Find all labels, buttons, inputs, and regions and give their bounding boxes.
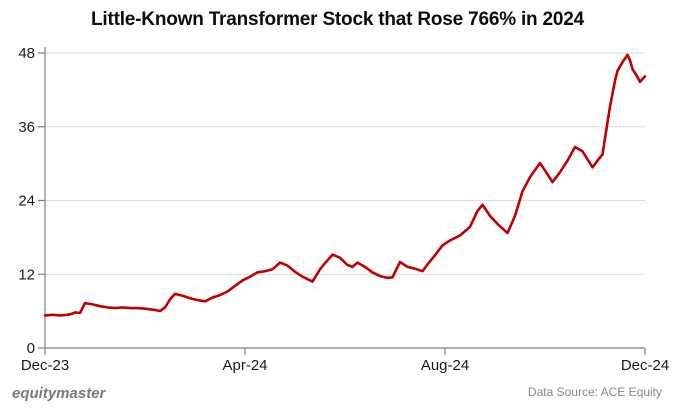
x-tick-label: Apr-24 [222,357,267,374]
equitymaster-logo: equitymaster [12,385,106,402]
y-tick-label: 24 [18,193,35,210]
x-tick-label: Aug-24 [421,357,469,374]
data-source-label: Data Source: ACE Equity [527,385,662,399]
x-tick-label: Dec-23 [21,357,69,374]
y-tick-label: 12 [18,266,35,283]
y-tick-label: 0 [27,340,35,357]
chart-title: Little-Known Transformer Stock that Rose… [90,9,585,30]
price-line [43,53,647,317]
y-tick-label: 36 [18,119,35,136]
x-tick-label: Dec-24 [621,357,669,374]
y-tick-label: 48 [18,45,35,62]
